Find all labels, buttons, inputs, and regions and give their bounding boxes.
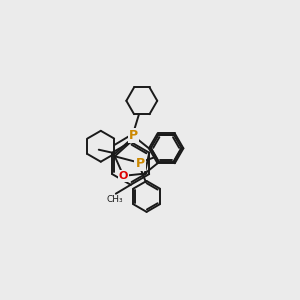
Text: P: P bbox=[129, 129, 138, 142]
Text: P: P bbox=[136, 157, 145, 170]
Text: O: O bbox=[119, 171, 128, 181]
Text: CH₃: CH₃ bbox=[106, 195, 123, 204]
